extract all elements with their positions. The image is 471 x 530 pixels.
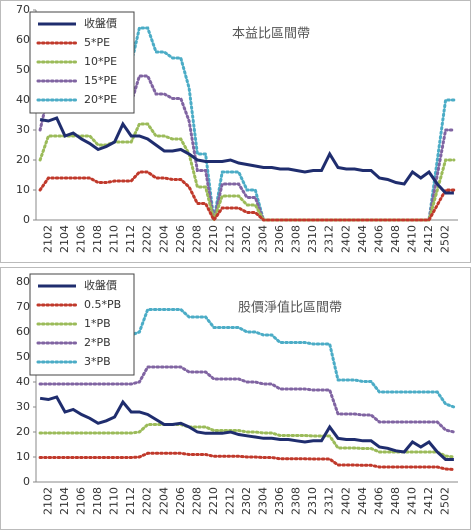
x-tick-label: 2406 (372, 225, 385, 253)
x-tick-label: 2202 (141, 225, 154, 253)
x-tick-label: 2404 (356, 487, 369, 515)
x-tick-label: 2302 (240, 225, 253, 253)
legend-label: 5*PE (84, 36, 110, 49)
legend-label: 3*PB (84, 355, 111, 368)
series-line (38, 365, 456, 434)
legend-label: 0.5*PB (84, 298, 121, 311)
y-tick-label: 30 (16, 400, 30, 413)
x-tick-label: 2104 (58, 225, 71, 253)
x-tick-label: 2204 (157, 487, 170, 515)
x-tick-label: 2106 (75, 487, 88, 515)
y-tick-label: 70 (16, 3, 30, 16)
x-tick-label: 2302 (240, 487, 253, 515)
x-tick-label: 2404 (356, 225, 369, 253)
x-tick-label: 2208 (190, 487, 203, 515)
chart-title: 股價淨值比區間帶 (238, 300, 342, 316)
x-tick-label: 2402 (339, 487, 352, 515)
y-tick-label: 40 (16, 93, 30, 106)
x-tick-label: 2310 (306, 487, 319, 515)
y-tick-label: 50 (16, 63, 30, 76)
y-tick-label: 10 (16, 183, 30, 196)
x-tick-label: 2408 (389, 487, 402, 515)
legend-label: 2*PB (84, 336, 111, 349)
x-tick-label: 2210 (207, 225, 220, 253)
x-tick-label: 2210 (207, 487, 220, 515)
x-tick-label: 2304 (257, 225, 270, 253)
legend-label: 15*PE (84, 74, 117, 87)
x-tick-label: 2102 (41, 225, 54, 253)
x-tick-label: 2306 (273, 225, 286, 253)
series-line (38, 451, 456, 471)
x-tick-label: 2312 (323, 487, 336, 515)
y-tick-label: 60 (16, 325, 30, 338)
y-tick-label: 0 (23, 475, 30, 488)
chart-title: 本益比區間帶 (232, 27, 310, 42)
legend-label: 收盤價 (84, 16, 117, 30)
series-line (39, 116, 454, 195)
x-tick-label: 2108 (91, 225, 104, 253)
x-tick-label: 2402 (339, 225, 352, 253)
y-tick-label: 30 (16, 123, 30, 136)
y-tick-label: 20 (16, 153, 30, 166)
x-tick-label: 2112 (124, 225, 137, 253)
y-tick-label: 20 (16, 425, 30, 438)
x-tick-label: 2304 (257, 487, 270, 515)
x-tick-label: 2412 (422, 225, 435, 253)
x-tick-label: 2312 (323, 225, 336, 253)
y-tick-label: 0 (23, 213, 30, 226)
series-line (38, 423, 456, 459)
x-tick-label: 2408 (389, 225, 402, 253)
x-tick-label: 2502 (439, 225, 452, 253)
x-tick-label: 2206 (174, 487, 187, 515)
x-tick-label: 2204 (157, 225, 170, 253)
x-tick-label: 2308 (290, 225, 303, 253)
y-tick-label: 70 (16, 300, 30, 313)
x-tick-label: 2112 (124, 487, 137, 515)
x-tick-label: 2410 (405, 487, 418, 515)
x-tick-label: 2108 (91, 487, 104, 515)
x-tick-label: 2202 (141, 487, 154, 515)
x-tick-label: 2110 (108, 225, 121, 253)
y-tick-label: 10 (16, 450, 30, 463)
x-tick-label: 2104 (58, 487, 71, 515)
legend-label: 收盤價 (84, 278, 117, 292)
y-tick-label: 50 (16, 350, 30, 363)
x-tick-label: 2110 (108, 487, 121, 515)
x-tick-label: 2206 (174, 225, 187, 253)
y-tick-label: 60 (16, 33, 30, 46)
legend-label: 1*PB (84, 317, 111, 330)
x-tick-label: 2306 (273, 487, 286, 515)
y-tick-label: 80 (16, 275, 30, 288)
legend-label: 20*PE (84, 93, 117, 106)
x-tick-label: 2212 (223, 487, 236, 515)
x-tick-label: 2412 (422, 487, 435, 515)
x-tick-label: 2406 (372, 487, 385, 515)
x-tick-label: 2310 (306, 225, 319, 253)
x-tick-label: 2208 (190, 225, 203, 253)
x-tick-label: 2102 (41, 487, 54, 515)
x-tick-label: 2308 (290, 487, 303, 515)
x-tick-label: 2212 (223, 225, 236, 253)
x-tick-label: 2502 (439, 487, 452, 515)
x-tick-label: 2410 (405, 225, 418, 253)
y-tick-label: 40 (16, 375, 30, 388)
x-tick-label: 2106 (75, 225, 88, 253)
series-line (38, 170, 456, 223)
series-line (39, 395, 454, 461)
legend-label: 10*PE (84, 55, 117, 68)
